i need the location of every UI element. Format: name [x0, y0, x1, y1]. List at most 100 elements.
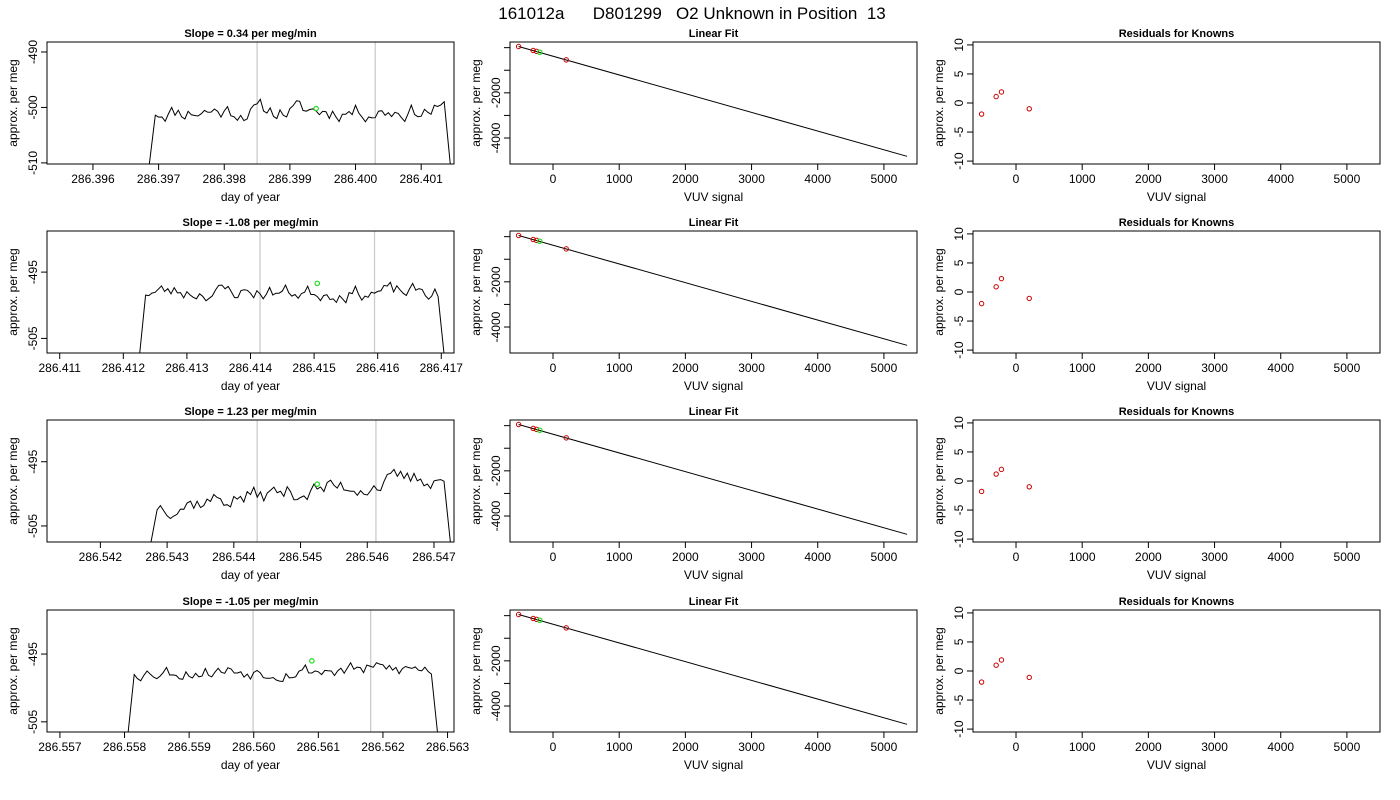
x-tick-label: 286.397	[137, 172, 181, 186]
panel-title: Residuals for Knowns	[1119, 596, 1235, 608]
y-axis-label: approx. per meg	[6, 437, 20, 524]
y-tick-label: -2000	[489, 77, 503, 108]
y-tick-label: -510	[26, 151, 40, 175]
x-axis-label: day of year	[221, 379, 280, 393]
known-point	[530, 425, 536, 432]
y-tick-label: 5	[952, 638, 966, 645]
x-tick-label: 286.416	[356, 361, 400, 375]
x-tick-label: 0	[550, 172, 557, 186]
series-line	[148, 98, 451, 164]
x-tick-label: 286.411	[38, 361, 81, 375]
plot-area	[148, 42, 451, 164]
x-tick-label: 286.398	[203, 172, 247, 186]
plot-frame	[972, 419, 1381, 543]
y-axis-label: approx. per meg	[469, 59, 483, 146]
y-axis-label: approx. per meg	[932, 248, 946, 335]
x-tick-label: 2000	[672, 172, 699, 186]
residual-point	[998, 466, 1005, 473]
x-tick-label: 4000	[1267, 740, 1294, 754]
residual-point	[993, 284, 999, 290]
x-tick-label: 3000	[1201, 550, 1228, 564]
y-tick-label: 10	[952, 227, 966, 241]
x-tick-label: 0	[550, 550, 557, 564]
fit-line	[518, 235, 908, 346]
plot-frame	[972, 230, 1381, 354]
known-point	[563, 435, 569, 441]
y-tick-label: -10	[952, 720, 966, 738]
x-tick-label: 3000	[738, 550, 765, 564]
x-axis-label: VUV signal	[1147, 568, 1206, 582]
y-axis-label: approx. per meg	[932, 627, 946, 714]
x-tick-label: 286.545	[279, 550, 323, 564]
x-tick-label: 286.417	[420, 361, 464, 375]
y-tick-label: -5	[952, 315, 966, 326]
panel-title: Residuals for Knowns	[1119, 217, 1235, 229]
y-tick-label: -495	[26, 260, 40, 284]
plot-area	[515, 421, 908, 535]
x-tick-label: 286.562	[361, 740, 405, 754]
panel-r4-series: Slope = -1.05 per meg/min day of year appr…	[6, 596, 470, 772]
x-axis-label: VUV signal	[1147, 379, 1206, 393]
x-tick-label: 286.559	[167, 740, 211, 754]
panel-title: Linear Fit	[689, 217, 739, 229]
residual-point	[978, 679, 985, 685]
plot-frame	[46, 419, 455, 543]
x-tick-label: 0	[1013, 550, 1020, 564]
plot-frame	[46, 230, 455, 354]
y-axis-label: approx. per meg	[932, 437, 946, 524]
x-tick-label: 4000	[1267, 550, 1294, 564]
x-tick-label: 286.546	[346, 550, 390, 564]
plot-frame	[46, 609, 455, 733]
panel-title: Linear Fit	[689, 596, 739, 608]
unknown-point	[536, 617, 543, 624]
x-tick-label: 286.558	[103, 740, 147, 754]
plot-frame	[509, 230, 918, 354]
x-tick-label: 2000	[672, 361, 699, 375]
x-tick-label: 2000	[1135, 361, 1162, 375]
known-point	[515, 611, 522, 618]
x-tick-label: 1000	[606, 740, 633, 754]
y-tick-label: -505	[26, 514, 40, 538]
panel-title: Linear Fit	[689, 406, 739, 418]
known-point	[563, 246, 569, 252]
x-tick-label: 286.401	[399, 172, 443, 186]
y-tick-label: 10	[952, 606, 966, 620]
x-tick-label: 5000	[1334, 361, 1361, 375]
unknown-point	[536, 238, 543, 245]
x-tick-label: 0	[1013, 740, 1020, 754]
x-tick-label: 5000	[1334, 740, 1361, 754]
x-tick-label: 1000	[1069, 740, 1096, 754]
x-tick-label: 2000	[672, 740, 699, 754]
x-tick-label: 2000	[672, 550, 699, 564]
y-tick-label: -505	[26, 326, 40, 350]
x-tick-label: 286.547	[412, 550, 456, 564]
plot-area	[150, 420, 451, 542]
x-tick-label: 286.561	[297, 740, 341, 754]
y-tick-label: -2000	[489, 645, 503, 676]
panel-title: Slope = -1.08 per meg/min	[182, 217, 318, 229]
x-tick-label: 286.542	[79, 550, 123, 564]
known-point	[533, 48, 540, 55]
x-tick-label: 286.563	[426, 740, 470, 754]
y-tick-label: -5	[952, 694, 966, 705]
y-tick-label: -4000	[489, 500, 503, 531]
plot-area	[978, 466, 1032, 495]
highlight-point	[313, 105, 319, 112]
panel-r3-series: Slope = 1.23 per meg/min day of year appro…	[6, 406, 456, 582]
x-axis-label: VUV signal	[684, 758, 743, 772]
x-tick-label: 3000	[738, 740, 765, 754]
x-tick-label: 4000	[1267, 172, 1294, 186]
y-tick-label: -5	[952, 504, 966, 515]
known-point	[530, 236, 536, 243]
x-tick-label: 286.414	[229, 361, 273, 375]
panel-title: Slope = -1.05 per meg/min	[182, 596, 318, 608]
x-tick-label: 3000	[738, 361, 765, 375]
highlight-point	[314, 280, 321, 287]
panel-r2-fit: Linear Fit VUV signal approx. per meg 0 1000…	[469, 217, 918, 393]
x-tick-label: 4000	[804, 172, 831, 186]
residual-point	[1026, 106, 1032, 112]
y-tick-label: -500	[26, 95, 40, 119]
x-axis-label: VUV signal	[684, 568, 743, 582]
x-tick-label: 2000	[1135, 740, 1162, 754]
panel-r1-residuals: Residuals for Knowns VUV signal approx. pe…	[932, 28, 1381, 204]
